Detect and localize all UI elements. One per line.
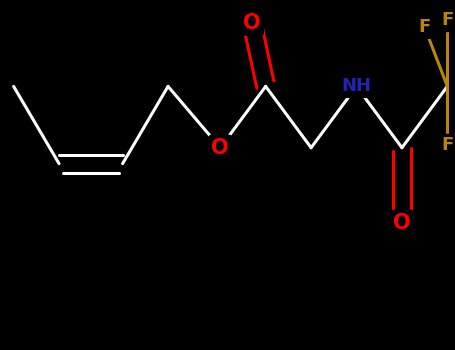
Text: O: O xyxy=(393,213,411,233)
Text: NH: NH xyxy=(342,77,372,95)
Text: F: F xyxy=(441,12,454,29)
Text: F: F xyxy=(441,136,454,154)
Text: O: O xyxy=(243,13,261,33)
Text: O: O xyxy=(212,138,229,158)
Text: F: F xyxy=(419,18,431,36)
